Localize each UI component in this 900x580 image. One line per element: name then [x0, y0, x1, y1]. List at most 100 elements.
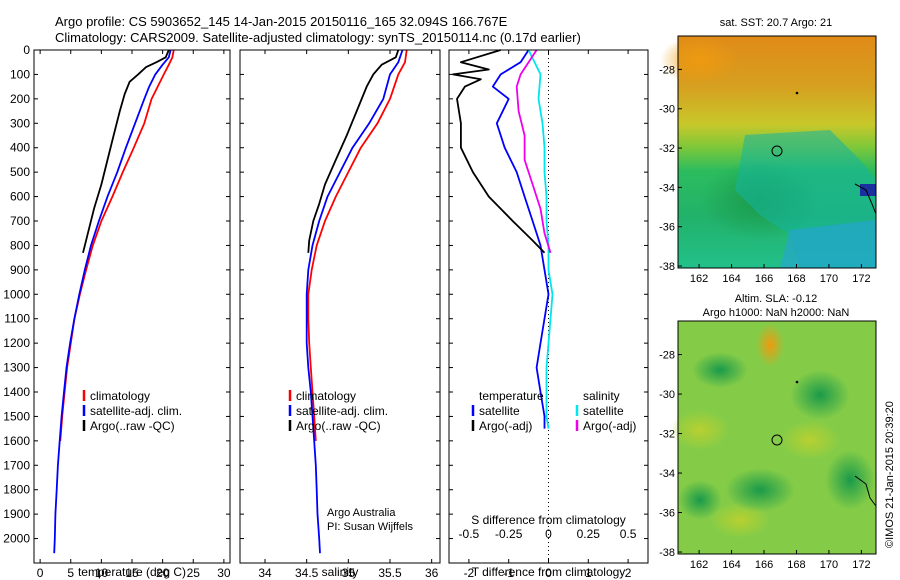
- sla-yellow-patch-1: [670, 410, 730, 450]
- x-axis-label: T difference from climatology: [472, 565, 626, 579]
- map-y-tick-label: -36: [659, 222, 675, 234]
- y-tick-label: 600: [10, 190, 30, 204]
- sla-map-subtitle: Argo h1000: NaN h2000: NaN: [703, 307, 850, 319]
- legend-label: satellite: [479, 404, 520, 418]
- sla-green-patch-5: [678, 480, 722, 520]
- x-tick-label: 2: [625, 566, 632, 580]
- sst-warm-patch: [660, 35, 740, 85]
- map-x-tick-label: 172: [852, 559, 870, 571]
- y-tick-label: 2000: [3, 532, 30, 546]
- y-tick-label: 1400: [3, 385, 30, 399]
- x-axis-label: temperature (deg C): [78, 565, 186, 579]
- map-x-tick-label: 168: [787, 559, 805, 571]
- map-x-tick-label: 162: [690, 559, 708, 571]
- legend-label: Argo(-adj): [583, 419, 636, 433]
- x-tick-label: 36: [425, 566, 439, 580]
- sla-green-patch-1: [692, 352, 748, 388]
- y-tick-label: 300: [10, 116, 30, 130]
- sla-yellow-patch-2: [780, 420, 840, 460]
- y-tick-label: 100: [10, 67, 30, 81]
- legend-header-salinity: salinity: [583, 389, 620, 403]
- map-x-tick-label: 162: [690, 273, 708, 285]
- map-y-tick-label: -36: [659, 508, 675, 520]
- sla-float-marker: [771, 434, 783, 446]
- sla-green-patch-2: [790, 370, 850, 420]
- legend-label: Argo(-adj): [479, 419, 532, 433]
- y-tick-label: 700: [10, 214, 30, 228]
- sla-map-title: Altim. SLA: -0.12: [735, 293, 818, 305]
- x-tick-label: 10: [95, 566, 109, 580]
- sla-warm-patch: [756, 323, 784, 367]
- map-x-tick-label: 166: [755, 559, 773, 571]
- axes-frame: [239, 49, 441, 564]
- series-line-temperature-satellite: [491, 49, 550, 429]
- x-tick-label: 30: [217, 566, 231, 580]
- y-tick-label: 1600: [3, 434, 30, 448]
- top-tick-label: 0.25: [577, 527, 601, 541]
- map-x-tick-label: 170: [820, 273, 838, 285]
- legend-label: Argo(..raw -QC): [90, 419, 175, 433]
- map-y-tick-label: -38: [659, 261, 675, 273]
- top-tick-label: -0.25: [495, 527, 523, 541]
- salinity-panel: 34 34.5 35 35.5 36 salinity climatologysatelli…: [239, 49, 441, 580]
- sla-map-panel: 162 164 166 168 170 172 -28 -30 -32 -34 -36 -38: [659, 320, 877, 571]
- y-tick-label: 1000: [3, 287, 30, 301]
- x-tick-label: 0: [545, 566, 552, 580]
- x-tick-label: 34.5: [295, 566, 319, 580]
- y-tick-label: 1100: [4, 312, 30, 326]
- difference-panel: -2 -1 0 1 2T difference from climatology temp…: [448, 49, 649, 580]
- y-tick-label: 1800: [3, 483, 30, 497]
- x-tick-label: -1: [503, 566, 514, 580]
- annotation-text: Argo Australia: [327, 507, 396, 519]
- sla-dot-marker: [795, 380, 799, 384]
- figure-title-line2: Climatology: CARS2009. Satellite-adjuste…: [55, 30, 581, 45]
- y-tick-label: 500: [10, 165, 30, 179]
- x-tick-label: 5: [67, 566, 74, 580]
- map-x-tick-label: 170: [820, 559, 838, 571]
- map-y-tick-label: -28: [659, 64, 675, 76]
- legend-label: climatology: [90, 389, 150, 403]
- coastline-icon: [854, 183, 877, 215]
- annotation-text: PI: Susan Wijffels: [327, 521, 413, 533]
- sla-green-patch-3: [725, 468, 795, 512]
- x-axis-label: salinity: [322, 565, 359, 579]
- map-y-tick-label: -32: [659, 429, 675, 441]
- x-tick-label: 25: [187, 566, 201, 580]
- y-tick-label: 800: [10, 238, 30, 252]
- y-tick-label: 400: [10, 141, 30, 155]
- top-tick-label: 0.5: [620, 527, 637, 541]
- sst-map-panel: 162 164 166 168 170 172 -28 -30 -32 -34 -36 -38: [659, 35, 877, 285]
- y-tick-label: 200: [10, 92, 30, 106]
- map-x-tick-label: 164: [722, 273, 740, 285]
- legend-label: satellite-adj. clim.: [296, 404, 388, 418]
- y-tick-label: 0: [23, 43, 30, 57]
- imos-watermark: ©IMOS 21-Jan-2015 20:39:20: [884, 401, 896, 548]
- map-y-tick-label: -30: [659, 389, 675, 401]
- legend-label: satellite: [583, 404, 624, 418]
- series-line-argo-raw-qc-: [307, 49, 400, 253]
- coastline-icon: [854, 475, 877, 507]
- y-tick-label: 900: [10, 263, 30, 277]
- top-tick-label: 0: [545, 527, 552, 541]
- y-tick-label: 1300: [3, 361, 30, 375]
- axes-frame: [33, 49, 231, 564]
- sla-green-patch-4: [825, 450, 875, 510]
- map-y-tick-label: -28: [659, 350, 675, 362]
- top-axis-title: S difference from climatology: [471, 513, 626, 527]
- series-line-temperature-argo-adj-: [452, 49, 546, 254]
- legend-label: Argo(..raw -QC): [296, 419, 381, 433]
- map-y-tick-label: -30: [659, 104, 675, 116]
- legend-label: satellite-adj. clim.: [90, 404, 182, 418]
- sla-map-frame: [677, 320, 877, 555]
- temperature-panel: 0 5 10 15 20 25 300100200300400500600700800900…: [3, 43, 231, 580]
- legend-header-temperature: temperature: [479, 389, 544, 403]
- map-y-tick-label: -34: [659, 468, 675, 480]
- x-tick-label: -2: [464, 566, 475, 580]
- series-line-satellite-adj-clim-: [53, 49, 172, 554]
- y-tick-label: 1700: [3, 458, 30, 472]
- legend-label: climatology: [296, 389, 356, 403]
- sst-map-frame: [677, 35, 877, 269]
- map-x-tick-label: 172: [852, 273, 870, 285]
- x-tick-label: 35.5: [378, 566, 402, 580]
